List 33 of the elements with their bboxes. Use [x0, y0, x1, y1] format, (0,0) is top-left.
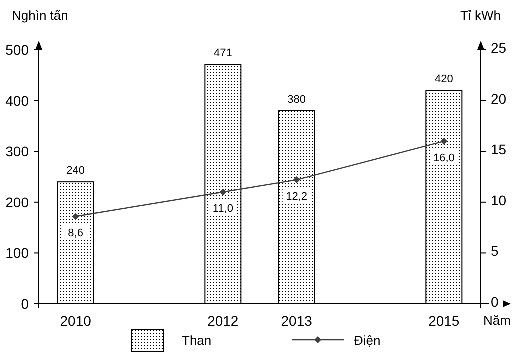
y2-tick-label: 10: [491, 192, 507, 208]
y2-axis-title: Tỉ kWh: [460, 8, 501, 23]
y-tick-label: 500: [6, 42, 30, 58]
y2-tick-label: 5: [491, 243, 499, 260]
legend-label: Than: [182, 333, 212, 348]
y2-tick-label: 0: [491, 294, 499, 310]
y-tick-label: 100: [6, 245, 30, 262]
point: [220, 188, 227, 196]
y-tick-label: 200: [6, 194, 30, 210]
y-tick-label: 400: [6, 92, 30, 109]
y-tick-label: 0: [21, 296, 30, 312]
y2-tick-label: 15: [491, 142, 507, 158]
point: [293, 176, 300, 184]
y2-tick-label: 25: [491, 40, 507, 56]
x-tick-label: 2012: [208, 313, 239, 329]
point: [440, 138, 448, 145]
data-label: 8,6: [68, 228, 84, 240]
data-label: 471: [214, 48, 232, 60]
legend-label: Điện: [354, 333, 381, 348]
y-tick-label: 300: [6, 144, 30, 160]
data-label: 16,0: [433, 152, 455, 164]
y-axis-title: Nghìn tấn: [12, 8, 68, 23]
point: [72, 213, 80, 220]
x-tick-label: 2010: [60, 313, 92, 329]
data-label: 380: [288, 94, 306, 106]
data-label: 12,2: [286, 191, 308, 204]
y2-tick-label: 20: [491, 90, 507, 107]
data-label: 240: [66, 165, 86, 178]
x-axis-title: Năm: [484, 313, 511, 328]
data-label: 11,0: [212, 203, 234, 216]
x-tick-label: 2015: [428, 313, 460, 329]
data-label: 420: [434, 74, 454, 86]
x-tick-label: 2013: [281, 313, 313, 329]
